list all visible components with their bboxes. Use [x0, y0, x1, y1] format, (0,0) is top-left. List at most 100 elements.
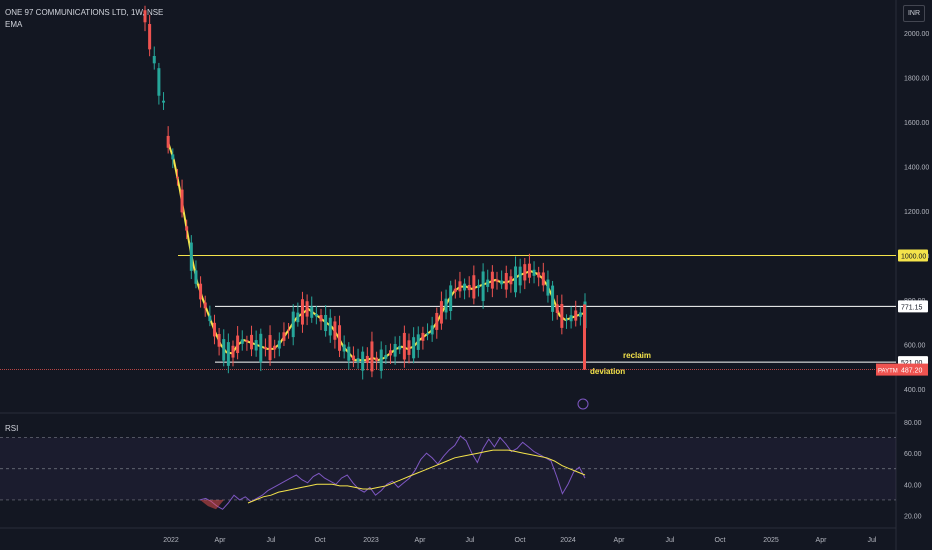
level-price-tag: [898, 300, 928, 313]
candle-body: [250, 334, 254, 350]
reclaim-annotation: reclaim: [623, 351, 652, 360]
candle-body: [324, 314, 328, 332]
candle-body: [384, 354, 388, 359]
y-tick-label: 1400.00: [904, 165, 929, 172]
candle-body: [203, 302, 207, 309]
candle-body: [546, 279, 550, 296]
x-tick-label: Apr: [816, 537, 828, 544]
candle-body: [185, 226, 189, 231]
candle-body: [375, 357, 379, 361]
ema-indicator-label[interactable]: EMA: [5, 20, 23, 29]
candle-body: [157, 68, 161, 96]
candle-body: [560, 304, 564, 328]
x-tick-label: Oct: [715, 537, 726, 544]
x-tick-label: 2024: [560, 537, 576, 544]
rsi-indicator-label[interactable]: RSI: [5, 424, 19, 433]
deviation-annotation: deviation: [590, 367, 626, 376]
candle-body: [287, 329, 291, 331]
candle-body: [463, 283, 467, 291]
last-candle-body: [583, 304, 586, 370]
candle-body: [370, 341, 374, 372]
rsi-y-tick-label: 20.00: [904, 514, 922, 521]
x-tick-label: Jul: [666, 537, 675, 544]
candle-body: [347, 346, 351, 361]
candle-body: [518, 266, 522, 286]
x-tick-label: Jul: [466, 537, 475, 544]
candle-body: [222, 339, 226, 361]
y-tick-label: 400.00: [904, 387, 926, 394]
x-tick-label: Apr: [614, 537, 626, 544]
candle-body: [426, 333, 430, 335]
candle-body: [500, 280, 504, 285]
candle-body: [421, 332, 425, 341]
candle-body: [296, 312, 300, 323]
candle-body: [328, 317, 332, 336]
rsi-y-tick-label: 60.00: [904, 451, 922, 458]
candle-body: [569, 315, 573, 322]
candle-body: [300, 299, 304, 325]
candle-body: [166, 135, 170, 148]
candle-body: [314, 313, 318, 317]
candle-body: [282, 332, 286, 341]
candle-body: [162, 100, 166, 103]
candle-body: [481, 271, 485, 302]
y-tick-label: 1200.00: [904, 209, 929, 216]
x-tick-label: Jul: [267, 537, 276, 544]
candle-body: [430, 325, 434, 335]
y-tick-label: 1800.00: [904, 76, 929, 83]
candle-body: [486, 279, 490, 287]
candle-body: [277, 340, 281, 349]
candle-body: [444, 298, 448, 313]
candle-body: [240, 339, 244, 344]
candle-body: [217, 334, 221, 347]
candle-body: [532, 269, 536, 276]
candle-body: [449, 285, 453, 311]
candle-body: [319, 315, 323, 322]
candle-body: [495, 279, 499, 282]
y-tick-label: 2000.00: [904, 31, 929, 38]
candle-body: [356, 358, 360, 363]
currency-selector[interactable]: INR: [903, 5, 925, 22]
candle-body: [467, 284, 471, 291]
level-price-label: 771.15: [901, 304, 923, 311]
candle-body: [199, 283, 203, 300]
candle-body: [453, 288, 457, 292]
x-tick-label: Oct: [515, 537, 526, 544]
candle-body: [268, 335, 272, 361]
candle-body: [180, 189, 184, 213]
candle-body: [578, 312, 582, 317]
candle-body: [361, 351, 365, 371]
level-price-label: 521.00: [901, 360, 923, 367]
x-tick-label: Oct: [315, 537, 326, 544]
x-tick-label: 2022: [163, 537, 179, 544]
x-tick-label: 2025: [763, 537, 779, 544]
candle-body: [305, 301, 309, 317]
ema-line: [167, 141, 584, 362]
candle-body: [574, 310, 578, 321]
candle-body: [393, 343, 397, 357]
candle-body: [527, 263, 531, 278]
symbol-tag: [876, 363, 898, 376]
candle-body: [208, 315, 212, 322]
x-tick-label: Apr: [215, 537, 227, 544]
candle-body: [342, 344, 346, 352]
last-price-tag: [898, 363, 928, 376]
candle-body: [523, 264, 527, 281]
candle-body: [148, 24, 152, 50]
candle-body: [273, 345, 277, 350]
y-tick-label: 1600.00: [904, 120, 929, 127]
y-tick-label: 600.00: [904, 343, 926, 350]
candle-body: [338, 325, 342, 351]
candle-body: [231, 345, 235, 358]
rsi-y-tick-label: 40.00: [904, 482, 922, 489]
level-price-label: 1000.00: [901, 254, 926, 261]
symbol-tag-label: PAYTM: [878, 369, 898, 375]
candle-body: [143, 10, 147, 23]
candle-body: [226, 342, 230, 366]
candle-body: [152, 55, 156, 64]
level-price-tag: [898, 249, 928, 262]
candle-body: [388, 350, 392, 356]
candle-body: [212, 322, 216, 337]
candle-body: [291, 311, 295, 338]
